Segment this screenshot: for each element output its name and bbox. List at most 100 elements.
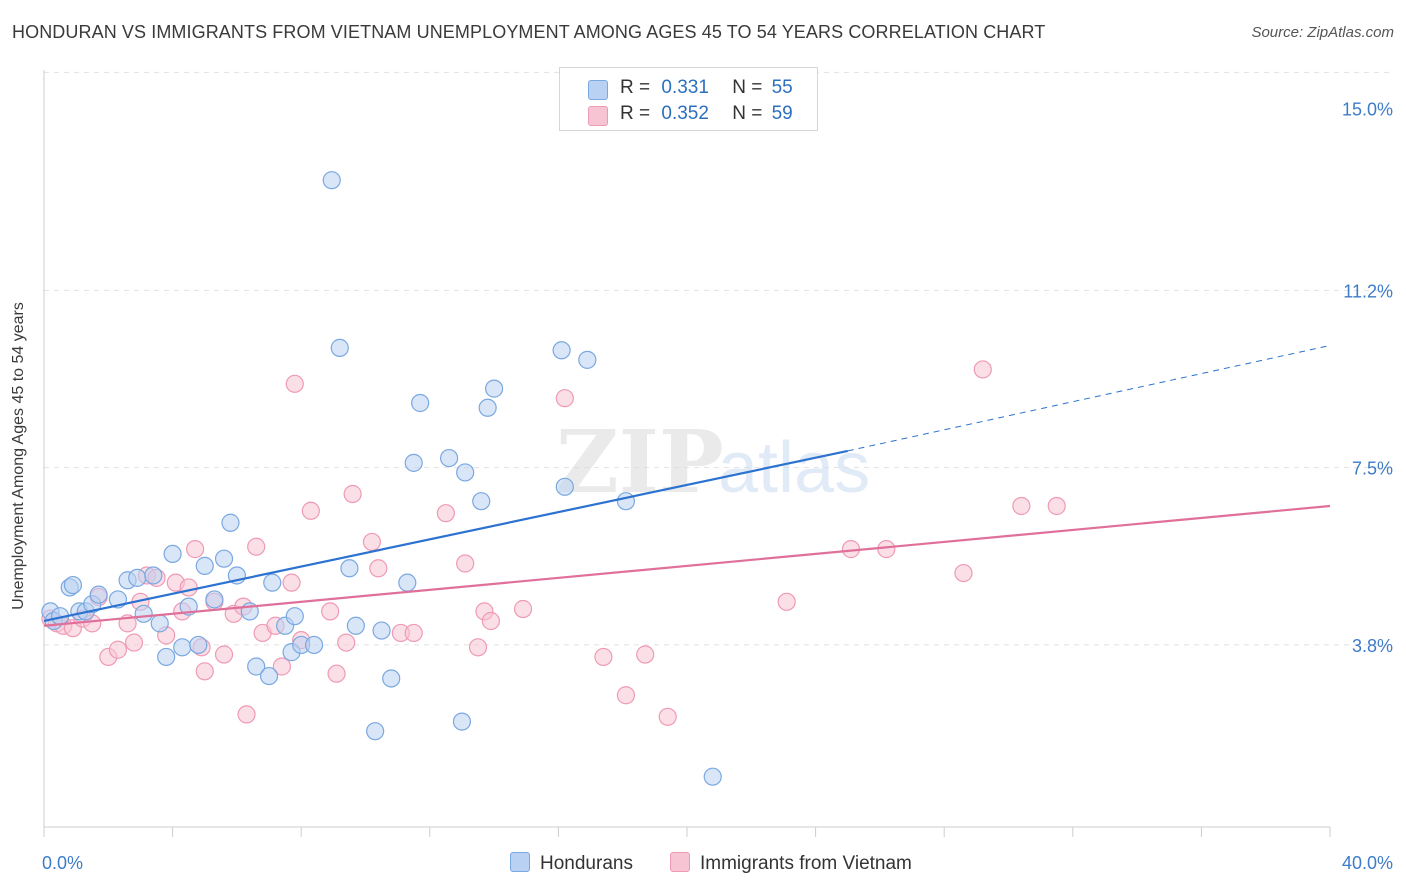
vietnam-point (658, 707, 677, 726)
honduran-point (189, 635, 208, 655)
source-label: Source: ZipAtlas.com (1251, 24, 1394, 41)
vietnam-point (1047, 496, 1066, 516)
honduran-point (478, 398, 497, 417)
honduran-point (472, 492, 491, 511)
honduran-point (134, 604, 153, 623)
y-axis-label: Unemployment Among Ages 45 to 54 years (10, 302, 27, 610)
bottom-legend-vietnam: Immigrants from Vietnam (670, 852, 912, 875)
vietnam-trend-line (43, 504, 1331, 627)
legend-n-value: 59 (771, 103, 793, 124)
vietnam-point (272, 657, 292, 676)
honduran-point (221, 513, 240, 532)
honduran-point (439, 448, 459, 468)
vietnam-point (877, 540, 896, 559)
honduran-point (150, 614, 169, 633)
honduran-point (173, 638, 192, 657)
y-tick-label: 15.0% (1342, 99, 1393, 119)
vietnam-point (973, 360, 992, 379)
honduran-point (340, 559, 359, 578)
legend: R = 0.331 N = 55 R = 0.352 N = 59 (559, 67, 818, 131)
honduran-point (703, 767, 722, 786)
vietnam-point (954, 563, 973, 583)
honduran-point (259, 666, 279, 686)
vietnam-point (468, 638, 488, 657)
vietnam-point (247, 537, 266, 556)
legend-r-label: R = (620, 77, 651, 98)
y-tick-label: 3.8% (1352, 636, 1393, 656)
vietnam-point (195, 662, 214, 681)
vietnam-point (214, 645, 234, 664)
vietnam-point (321, 602, 340, 621)
honduran-point (411, 393, 430, 413)
honduran-point (346, 616, 365, 635)
honduran-point (195, 556, 214, 575)
vietnam-point (327, 664, 346, 683)
watermark-atlas: atlas (718, 428, 870, 508)
axes (43, 70, 1331, 837)
vietnam-point (108, 640, 128, 659)
bottom-legend-swatch-pink (670, 852, 690, 872)
honduran-point (247, 657, 266, 676)
honduran-point (578, 350, 597, 369)
honduran-trend-line (43, 449, 848, 623)
honduran-point (63, 575, 83, 595)
vietnam-point (237, 705, 256, 724)
vietnam-point (285, 374, 304, 393)
honduran-point (398, 573, 417, 592)
vietnam-point (124, 633, 144, 652)
bottom-legend-swatch-blue (510, 852, 530, 872)
y-tick-label: 7.5% (1352, 459, 1393, 479)
vietnam-point (301, 501, 320, 520)
watermark-zip: ZIP (556, 412, 724, 513)
tick-labels: 3.8% 7.5% 11.2% 15.0% 0.0% 40.0% (42, 99, 1393, 873)
legend-n-label: N = (732, 103, 763, 124)
trend-lines (43, 345, 1331, 627)
watermark: ZIP atlas (556, 412, 870, 513)
honduran-point (404, 453, 423, 472)
honduran-point (163, 544, 182, 564)
honduran-point (485, 379, 504, 398)
vietnam-point (481, 611, 500, 631)
legend-n-label: N = (732, 77, 763, 98)
vietnam-point (404, 623, 423, 643)
legend-r-value: 0.331 (661, 77, 709, 98)
bottom-legend-hondurans: Hondurans (510, 852, 633, 875)
vietnam-point (616, 686, 636, 705)
honduran-point (205, 590, 224, 609)
vietnam-point (777, 592, 796, 611)
bottom-legend-label: Immigrants from Vietnam (700, 853, 912, 874)
legend-r-value: 0.352 (661, 103, 709, 124)
y-tick-label: 11.2% (1343, 281, 1393, 301)
x-tick-label: 0.0% (42, 853, 83, 873)
vietnam-point (343, 484, 362, 504)
series-immigrants-from-vietnam (41, 360, 1066, 726)
vietnam-point (456, 554, 475, 573)
honduran-point (214, 549, 234, 568)
vietnam-point (555, 389, 574, 408)
honduran-point (89, 585, 108, 604)
legend-swatch-blue (588, 80, 608, 100)
honduran-point (366, 722, 385, 741)
x-tick-label: 40.0% (1342, 853, 1393, 873)
legend-n-value: 55 (771, 77, 793, 98)
vietnam-point (436, 504, 455, 523)
bottom-legend-label: Hondurans (540, 853, 633, 874)
honduran-point (263, 573, 282, 592)
honduran-point (456, 463, 475, 482)
vietnam-point (594, 647, 613, 667)
vietnam-point (636, 645, 655, 664)
honduran-point (285, 607, 304, 626)
honduran-point (144, 566, 163, 585)
vietnam-point (369, 559, 388, 578)
honduran-trend-extension (847, 345, 1331, 452)
honduran-point (555, 477, 574, 496)
honduran-point (372, 621, 391, 640)
honduran-point (157, 647, 176, 667)
legend-swatch-pink (588, 106, 608, 126)
legend-r-label: R = (620, 103, 651, 124)
honduran-point (304, 635, 324, 655)
honduran-point (128, 568, 147, 587)
vietnam-point (362, 532, 382, 552)
vietnam-point (337, 633, 356, 652)
